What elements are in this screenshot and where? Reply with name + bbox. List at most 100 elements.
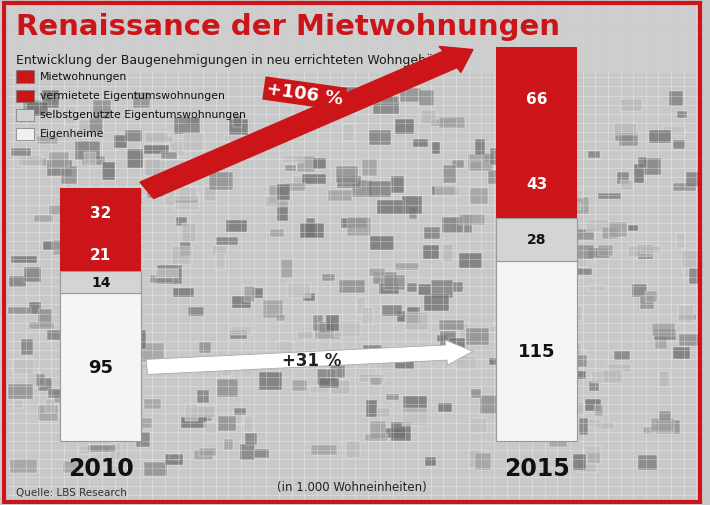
Bar [424, 228, 440, 239]
Bar [53, 391, 62, 403]
Bar [417, 284, 431, 295]
Bar [638, 158, 648, 169]
Bar [328, 191, 352, 202]
Bar [378, 409, 391, 417]
Bar [127, 149, 143, 168]
Bar [643, 427, 653, 434]
Text: Mietwohnungen: Mietwohnungen [40, 72, 127, 82]
Bar [424, 294, 449, 312]
Bar [8, 6, 697, 74]
Bar [60, 293, 141, 441]
Bar [438, 403, 452, 412]
Bar [594, 406, 603, 416]
Bar [537, 171, 552, 187]
Bar [125, 131, 142, 143]
Bar [586, 220, 609, 233]
Bar [589, 285, 606, 291]
Bar [47, 161, 72, 177]
Bar [386, 394, 399, 400]
Bar [656, 420, 680, 434]
Bar [315, 325, 340, 339]
Bar [432, 187, 455, 195]
Bar [161, 161, 185, 180]
Bar [376, 363, 401, 372]
Bar [226, 221, 247, 232]
Bar [275, 126, 293, 133]
Bar [579, 418, 588, 435]
Bar [377, 200, 403, 214]
Bar [81, 278, 99, 291]
Bar [9, 277, 26, 287]
Bar [453, 356, 466, 366]
Bar [175, 196, 197, 204]
Bar [60, 271, 141, 293]
Bar [114, 192, 126, 201]
Bar [500, 292, 511, 305]
Bar [216, 238, 239, 245]
Bar [391, 177, 405, 194]
Bar [224, 135, 244, 143]
Text: Renaissance der Mietwohnungen: Renaissance der Mietwohnungen [16, 13, 560, 41]
Bar [104, 307, 129, 321]
Bar [269, 185, 288, 204]
Bar [466, 329, 488, 345]
Bar [550, 153, 563, 163]
Bar [200, 448, 216, 456]
Bar [419, 90, 434, 107]
Bar [38, 309, 53, 328]
Bar [432, 142, 440, 155]
Bar [594, 422, 614, 429]
Bar [60, 238, 141, 271]
Bar [677, 111, 687, 119]
Bar [440, 331, 457, 349]
Bar [471, 389, 481, 398]
Bar [43, 241, 66, 250]
Bar [648, 131, 671, 144]
Bar [557, 402, 584, 415]
Bar [89, 119, 103, 133]
Bar [147, 179, 156, 198]
Bar [204, 422, 217, 435]
Bar [48, 389, 67, 398]
Bar [231, 326, 252, 336]
Bar [106, 466, 119, 474]
Bar [86, 213, 103, 227]
Bar [327, 315, 339, 331]
Bar [110, 443, 121, 461]
Bar [660, 411, 672, 421]
Bar [584, 446, 601, 464]
Bar [163, 188, 175, 207]
Bar [9, 384, 33, 399]
Bar [621, 99, 642, 112]
Bar [161, 153, 177, 160]
Bar [370, 377, 383, 385]
Bar [470, 162, 482, 172]
Bar [673, 140, 684, 149]
Bar [589, 381, 599, 391]
Bar [28, 303, 41, 314]
Bar [49, 153, 69, 169]
Bar [364, 345, 382, 360]
Bar [280, 259, 293, 278]
Bar [645, 291, 657, 302]
Bar [38, 405, 58, 421]
Bar [475, 453, 491, 470]
Bar [651, 418, 674, 431]
Bar [311, 445, 337, 456]
Bar [449, 338, 465, 350]
Bar [82, 157, 105, 166]
Text: (in 1.000 Wohneinheiten): (in 1.000 Wohneinheiten) [277, 480, 427, 493]
Bar [384, 275, 405, 290]
Bar [244, 416, 253, 432]
Bar [144, 160, 165, 175]
Bar [408, 284, 417, 293]
Bar [652, 323, 675, 336]
Bar [102, 354, 123, 372]
Bar [644, 159, 661, 175]
Bar [351, 180, 371, 197]
Bar [484, 154, 493, 163]
Bar [421, 111, 436, 125]
Bar [297, 157, 315, 172]
Bar [23, 159, 48, 167]
Bar [488, 171, 506, 184]
